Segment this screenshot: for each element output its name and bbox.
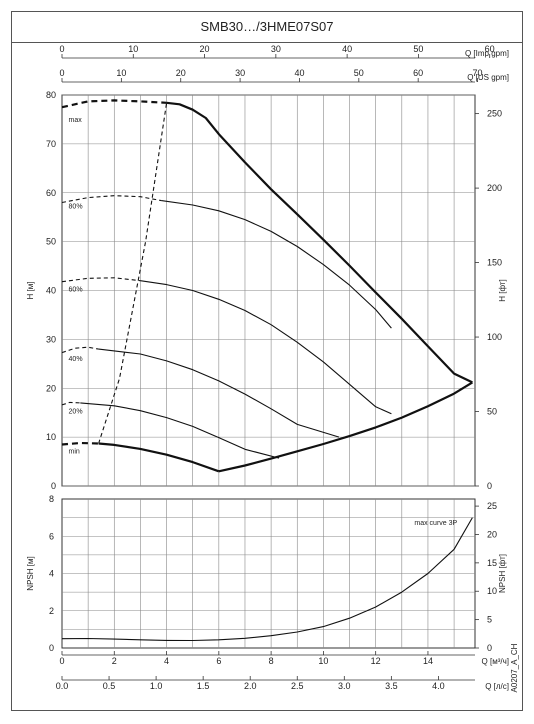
bottom-axis-tick-label: 2.5 bbox=[291, 681, 304, 691]
top-axis-label: Q [US gpm] bbox=[467, 73, 509, 82]
top-axis-tick-label: 10 bbox=[128, 44, 138, 54]
head-left-tick-label: 0 bbox=[51, 481, 56, 491]
bottom-axis-tick-label: 10 bbox=[318, 656, 328, 666]
head-left-tick-label: 80 bbox=[46, 90, 56, 100]
bottom-axis-tick-label: 3.5 bbox=[385, 681, 398, 691]
head-y-axis-label-right: H [фт] bbox=[498, 279, 507, 302]
head-curve-min-dashed bbox=[61, 441, 99, 446]
head-left-tick-label: 60 bbox=[46, 188, 56, 198]
npsh-left-tick-label: 0 bbox=[49, 643, 54, 653]
npsh-right-tick-label: 0 bbox=[487, 643, 492, 653]
chart-title: SMB30…/3HME07S07 bbox=[11, 11, 523, 43]
bottom-axis-tick-label: 2 bbox=[112, 656, 117, 666]
head-curve-system-lower bbox=[218, 381, 473, 473]
top-axis-tick-label: 30 bbox=[271, 44, 281, 54]
top-axis-tick-label: 0 bbox=[59, 44, 64, 54]
bottom-axis-tick-label: 3.0 bbox=[338, 681, 351, 691]
npsh-curve bbox=[61, 517, 473, 642]
npsh-left-tick-label: 4 bbox=[49, 569, 54, 579]
top-axis-tick-label: 20 bbox=[176, 68, 186, 78]
npsh-right-tick-label: 5 bbox=[487, 615, 492, 625]
head-left-tick-label: 40 bbox=[46, 286, 56, 296]
head-left-tick-label: 30 bbox=[46, 334, 56, 344]
head-curve-40pct bbox=[98, 348, 340, 438]
top-axis-tick-label: 60 bbox=[485, 44, 495, 54]
bottom-axis-tick-label: 0 bbox=[59, 656, 64, 666]
head-left-tick-label: 10 bbox=[46, 432, 56, 442]
head-left-tick-label: 70 bbox=[46, 139, 56, 149]
bottom-axis-label: Q [м³/ч] bbox=[482, 657, 509, 666]
top-axis-tick-label: 0 bbox=[59, 68, 64, 78]
curve-label-60pct: 60% bbox=[69, 286, 83, 293]
head-curve-max-dashed bbox=[61, 99, 167, 109]
top-axis-tick-label: 10 bbox=[116, 68, 126, 78]
bottom-axis-label: Q [л/с] bbox=[485, 682, 509, 691]
bottom-axis-tick-label: 1.0 bbox=[150, 681, 163, 691]
head-curve-20pct bbox=[80, 402, 280, 459]
curve-label-80pct: 80% bbox=[69, 203, 83, 210]
head-right-tick-label: 50 bbox=[487, 407, 497, 417]
bottom-axis-tick-label: 0.5 bbox=[103, 681, 116, 691]
head-right-tick-label: 100 bbox=[487, 332, 502, 342]
head-y-axis-label-left: H [м] bbox=[26, 282, 35, 300]
top-axis-tick-label: 20 bbox=[200, 44, 210, 54]
head-left-tick-label: 20 bbox=[46, 383, 56, 393]
head-curve-60pct-dashed bbox=[61, 277, 141, 283]
curve-label-max: max bbox=[69, 117, 83, 124]
npsh-left-tick-label: 8 bbox=[49, 494, 54, 504]
head-right-tick-label: 200 bbox=[487, 183, 502, 193]
curve-label-20pct: 20% bbox=[69, 409, 83, 416]
top-axis-tick-label: 30 bbox=[235, 68, 245, 78]
head-curve-80pct bbox=[161, 200, 392, 329]
top-axis-tick-label: 40 bbox=[294, 68, 304, 78]
npsh-right-tick-label: 10 bbox=[487, 586, 497, 596]
bottom-axis-tick-label: 12 bbox=[371, 656, 381, 666]
head-right-tick-label: 150 bbox=[487, 258, 502, 268]
head-right-tick-label: 250 bbox=[487, 109, 502, 119]
bottom-axis-tick-label: 2.0 bbox=[244, 681, 257, 691]
curve-label-min: min bbox=[69, 449, 80, 456]
bottom-axis-tick-label: 4 bbox=[164, 656, 169, 666]
top-axis-tick-label: 60 bbox=[413, 68, 423, 78]
top-axis-tick-label: 70 bbox=[473, 68, 483, 78]
npsh-y-axis-label-left: NPSH [м] bbox=[26, 556, 35, 590]
head-left-tick-label: 50 bbox=[46, 237, 56, 247]
footer-code: A0207_A_CH bbox=[510, 643, 519, 692]
npsh-y-axis-label-right: NPSH [фт] bbox=[498, 554, 507, 593]
bottom-axis-tick-label: 8 bbox=[269, 656, 274, 666]
bottom-axis-tick-label: 6 bbox=[216, 656, 221, 666]
head-curve-20pct-dashed bbox=[61, 401, 81, 406]
head-curve-60pct bbox=[140, 280, 392, 415]
head-curve-min bbox=[98, 442, 220, 473]
npsh-right-tick-label: 20 bbox=[487, 529, 497, 539]
top-axis-tick-label: 50 bbox=[413, 44, 423, 54]
bottom-axis-tick-label: 0.0 bbox=[56, 681, 69, 691]
npsh-right-tick-label: 15 bbox=[487, 558, 497, 568]
curve-label-40pct: 40% bbox=[69, 356, 83, 363]
npsh-left-tick-label: 6 bbox=[49, 531, 54, 541]
chart-frame bbox=[11, 11, 523, 711]
npsh-annotation: max curve 3P bbox=[414, 520, 457, 527]
bottom-axis-tick-label: 14 bbox=[423, 656, 433, 666]
top-axis-tick-label: 40 bbox=[342, 44, 352, 54]
head-curve-max bbox=[166, 101, 473, 384]
top-axis-label: Q [Imp gpm] bbox=[465, 49, 509, 58]
top-axis-tick-label: 50 bbox=[354, 68, 364, 78]
bottom-axis-tick-label: 4.0 bbox=[432, 681, 445, 691]
head-curve-80pct-dashed bbox=[61, 195, 162, 204]
head-right-tick-label: 0 bbox=[487, 481, 492, 491]
npsh-right-tick-label: 25 bbox=[487, 501, 497, 511]
npsh-left-tick-label: 2 bbox=[49, 606, 54, 616]
bottom-axis-tick-label: 1.5 bbox=[197, 681, 210, 691]
